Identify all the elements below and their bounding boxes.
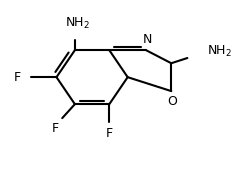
- Text: NH$_2$: NH$_2$: [207, 44, 232, 59]
- Text: O: O: [168, 95, 177, 109]
- Text: NH$_2$: NH$_2$: [65, 16, 90, 31]
- Text: F: F: [14, 71, 21, 84]
- Text: F: F: [106, 127, 113, 140]
- Text: F: F: [52, 122, 59, 135]
- Text: N: N: [143, 33, 152, 46]
